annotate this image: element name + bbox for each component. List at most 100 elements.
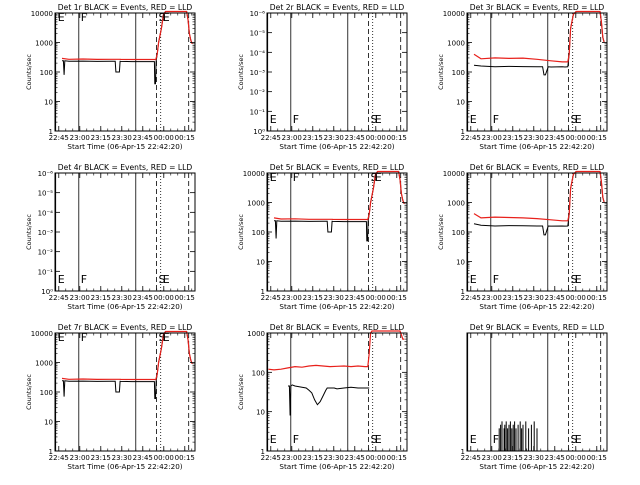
marker-label: E (375, 433, 382, 446)
x-tick-label: 22:45 (461, 134, 481, 142)
y-tick-label: 1000 (35, 360, 53, 368)
x-tick-label: 00:00 (154, 294, 174, 302)
y-tick-label: 1000 (447, 40, 465, 48)
x-axis-label: Start Time (06-Apr-15 22:42:20) (479, 462, 594, 471)
x-tick-label: 23:45 (545, 134, 565, 142)
lld-series-line (473, 170, 605, 222)
x-tick-label: 22:45 (461, 294, 481, 302)
events-series-line (473, 171, 605, 236)
x-tick-label: 23:00 (482, 134, 502, 142)
x-tick-label: 23:30 (112, 294, 132, 302)
x-tick-label: 00:15 (587, 134, 607, 142)
x-tick-label: 00:00 (566, 294, 586, 302)
y-tick-label: 1 (461, 448, 465, 456)
x-axis-label: Start Time (06-Apr-15 22:42:20) (67, 462, 182, 471)
y-tick-label: 10000 (31, 10, 53, 18)
x-tick-label: 23:15 (503, 134, 523, 142)
x-tick-label: 23:45 (345, 134, 365, 142)
x-tick-label: 00:15 (587, 294, 607, 302)
y-axis-label: Counts/sec (25, 54, 33, 90)
x-tick-label: 23:00 (70, 294, 90, 302)
x-tick-label: 23:00 (482, 454, 502, 462)
x-tick-label: 23:30 (524, 134, 544, 142)
marker-label: E (270, 433, 277, 446)
x-tick-label: 23:45 (545, 454, 565, 462)
x-axis-label: Start Time (06-Apr-15 22:42:20) (67, 302, 182, 311)
marker-label: E (163, 331, 170, 344)
x-axis-label: Start Time (06-Apr-15 22:42:20) (67, 142, 182, 151)
marker-label: F (81, 273, 87, 286)
plot-frame (466, 12, 608, 132)
x-tick-label: 22:45 (49, 294, 69, 302)
y-tick-label: 1000 (447, 200, 465, 208)
y-tick-label: 1 (461, 128, 465, 136)
y-tick-label: 10⁻² (250, 89, 266, 97)
plot-frame (266, 172, 408, 292)
x-axis-label: Start Time (06-Apr-15 22:42:20) (279, 462, 394, 471)
y-tick-label: 1 (49, 448, 53, 456)
marker-label: S (159, 11, 166, 24)
x-tick-label: 23:00 (282, 294, 302, 302)
y-tick-label: 1 (261, 448, 265, 456)
x-tick-label: 23:15 (303, 454, 323, 462)
x-tick-label: 23:15 (91, 454, 111, 462)
x-tick-label: 23:00 (70, 134, 90, 142)
y-tick-label: 100 (40, 389, 53, 397)
y-tick-label: 10⁻⁶ (38, 170, 54, 178)
marker-label: E (575, 273, 582, 286)
y-tick-label: 100 (452, 69, 465, 77)
y-axis-label: Counts/sec (237, 374, 245, 410)
x-tick-label: 22:45 (261, 294, 281, 302)
x-tick-label: 23:30 (524, 294, 544, 302)
x-tick-label: 00:00 (566, 134, 586, 142)
marker-label: F (81, 11, 87, 24)
y-tick-label: 10000 (31, 330, 53, 338)
y-tick-label: 10⁻⁵ (38, 190, 54, 198)
x-tick-label: 00:15 (175, 294, 195, 302)
marker-label: F (293, 113, 299, 126)
x-axis-label: Start Time (06-Apr-15 22:42:20) (279, 142, 394, 151)
x-tick-label: 00:15 (175, 134, 195, 142)
marker-label: F (493, 433, 499, 446)
x-tick-label: 23:45 (345, 294, 365, 302)
x-tick-label: 23:00 (70, 454, 90, 462)
marker-label: F (293, 171, 299, 184)
marker-label: S (571, 113, 578, 126)
marker-label: E (270, 171, 277, 184)
marker-label: E (470, 433, 477, 446)
marker-label: S (371, 171, 378, 184)
y-tick-label: 1000 (35, 40, 53, 48)
lld-series-line (268, 330, 405, 371)
x-tick-label: 23:30 (324, 294, 344, 302)
y-tick-label: 1000 (247, 330, 265, 338)
y-tick-label: 10 (44, 419, 53, 427)
y-tick-label: 10 (256, 259, 265, 267)
y-tick-label: 10⁻⁶ (250, 10, 266, 18)
x-tick-label: 00:00 (566, 454, 586, 462)
marker-label: S (159, 273, 166, 286)
y-tick-label: 10000 (443, 10, 465, 18)
x-tick-label: 23:30 (112, 454, 132, 462)
lld-series-line (61, 330, 193, 381)
y-tick-label: 10⁻³ (38, 229, 54, 237)
marker-label: E (375, 171, 382, 184)
lld-series-line (273, 170, 405, 221)
plot-frame (466, 172, 608, 292)
panel-title: Det 4r BLACK = Events, RED = LLD (58, 163, 193, 172)
x-tick-label: 23:15 (503, 454, 523, 462)
y-tick-label: 10⁻³ (250, 69, 266, 77)
y-tick-label: 10000 (243, 170, 265, 178)
y-tick-label: 10⁻⁴ (250, 49, 266, 57)
y-tick-label: 10⁻¹ (38, 268, 54, 276)
x-tick-label: 23:15 (303, 294, 323, 302)
plot-frame (266, 332, 408, 452)
x-tick-label: 23:00 (282, 454, 302, 462)
marker-label: S (371, 433, 378, 446)
lld-series-line (473, 10, 605, 63)
